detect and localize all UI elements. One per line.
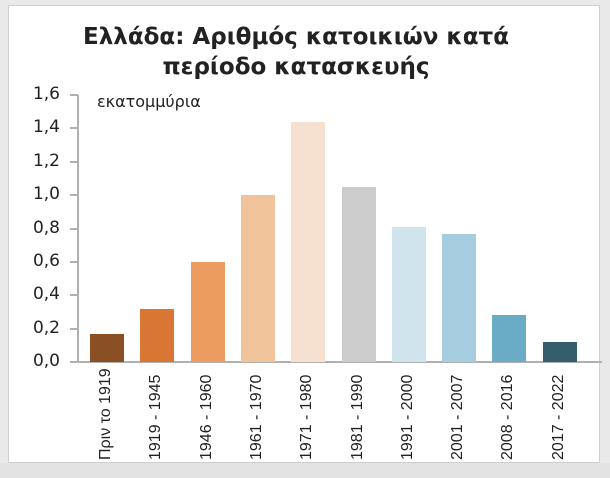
y-tick-label: 1,2 bbox=[32, 150, 60, 171]
y-tick-mark bbox=[70, 361, 78, 363]
y-tick-label: 0,4 bbox=[32, 284, 60, 305]
x-axis-line bbox=[77, 361, 602, 363]
y-tick-label: 0,6 bbox=[32, 250, 60, 271]
bar-9 bbox=[542, 341, 577, 362]
bar-3 bbox=[240, 195, 275, 362]
x-tick-label: 1981 - 1990 bbox=[348, 374, 366, 460]
bar-7 bbox=[442, 233, 477, 362]
x-tick-label: 1946 - 1960 bbox=[197, 374, 215, 460]
x-tick-label: 1971 - 1980 bbox=[298, 374, 316, 460]
bar-0 bbox=[90, 333, 124, 362]
y-tick-mark bbox=[70, 260, 78, 263]
bar-6 bbox=[391, 226, 426, 362]
x-tick-label: Πριν το 1919 bbox=[97, 368, 114, 460]
y-tick-mark bbox=[70, 94, 78, 96]
y-tick-mark bbox=[70, 194, 78, 197]
bar-1 bbox=[140, 308, 175, 362]
y-tick-label: 1,6 bbox=[32, 84, 60, 104]
frame-shadow bbox=[0, 463, 610, 478]
y-tick-label: 0,0 bbox=[32, 351, 60, 371]
y-tick-mark bbox=[70, 327, 78, 330]
x-tick-label: 2001 - 2007 bbox=[449, 374, 467, 460]
bar-5 bbox=[341, 186, 376, 362]
y-tick-label: 1,4 bbox=[32, 117, 60, 138]
y-tick-mark bbox=[70, 227, 78, 230]
chart-title-line-2: περίοδο κατασκευής bbox=[162, 54, 430, 80]
x-tick-label: 1961 - 1970 bbox=[247, 374, 265, 460]
x-tick-label: 2008 - 2016 bbox=[499, 374, 517, 460]
y-tick-label: 1,0 bbox=[32, 184, 60, 205]
y-tick-label: 0,8 bbox=[32, 217, 60, 238]
bar-4 bbox=[291, 121, 326, 362]
x-tick-label: 1991 - 2000 bbox=[398, 374, 416, 460]
unit-label: εκατομμύρια bbox=[97, 92, 201, 111]
bar-8 bbox=[492, 315, 527, 362]
y-tick-mark bbox=[70, 294, 78, 297]
y-tick-mark bbox=[70, 127, 78, 130]
chart-title: Ελλάδα: Αριθμός κατοικιών κατά περίοδο κ… bbox=[0, 22, 592, 82]
x-tick-label: 2017 - 2022 bbox=[549, 374, 567, 460]
chart-title-line-1: Ελλάδα: Αριθμός κατοικιών κατά bbox=[83, 24, 509, 50]
bar-2 bbox=[190, 261, 225, 362]
y-axis-line bbox=[77, 95, 79, 362]
y-tick-mark bbox=[70, 160, 78, 163]
y-tick-label: 0,2 bbox=[32, 317, 60, 338]
x-tick-label: 1919 - 1945 bbox=[147, 374, 165, 460]
